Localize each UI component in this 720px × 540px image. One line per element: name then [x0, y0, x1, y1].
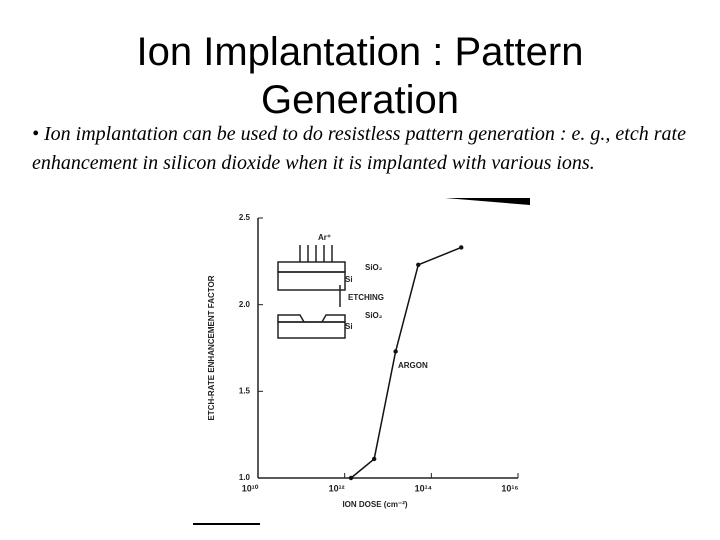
data-point — [416, 262, 421, 267]
x-axis-label: ION DOSE (cm⁻²) — [342, 500, 407, 509]
y-tick-label: 2.0 — [239, 300, 251, 309]
y-tick-label: 2.5 — [239, 213, 251, 222]
slide-title: Ion Implantation : Pattern Generation — [136, 30, 584, 122]
x-tick-label: 10¹⁶ — [501, 483, 518, 493]
data-point — [348, 475, 354, 481]
y-axis-label: ETCH-RATE ENHANCEMENT FACTOR — [207, 275, 216, 420]
annotation: SiO₂ — [365, 311, 383, 320]
y-tick-label: 1.0 — [239, 473, 251, 482]
annotation: Si — [345, 275, 353, 284]
inset-diagram — [277, 245, 346, 339]
annotation: SiO₂ — [365, 263, 383, 272]
annotation: ETCHING — [348, 293, 384, 302]
x-tick-label: 10¹⁰ — [242, 483, 259, 493]
decoration — [445, 198, 530, 205]
annotation: Si — [345, 322, 353, 331]
x-tick-label: 10¹⁴ — [415, 483, 432, 493]
bullet-text: • Ion implantation can be used to do res… — [32, 123, 686, 174]
data-point — [371, 456, 377, 462]
x-tick-label: 10¹² — [329, 483, 345, 493]
series-label: ARGON — [398, 361, 428, 370]
data-point — [393, 349, 398, 354]
annotation: Ar⁺ — [318, 233, 331, 242]
y-tick-label: 1.5 — [239, 386, 251, 395]
data-point — [459, 245, 464, 250]
